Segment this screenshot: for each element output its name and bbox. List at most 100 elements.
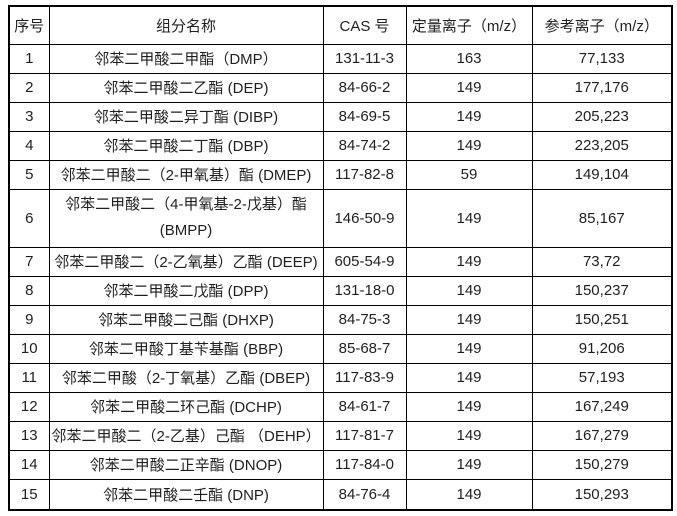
table-row: 1 邻苯二甲酸二甲酯（DMP） 131-11-3 163 77,133 (8, 43, 673, 74)
component-name-cell: 邻苯二甲酸二壬酯 (DNP) (48, 478, 324, 511)
component-name-line: 邻苯二甲酸二（4-甲氧基-2-戊基）酯 (65, 196, 307, 213)
header-quant-ion: 定量离子（m/z） (405, 5, 533, 45)
ref-ion-cell: 223,205 (531, 130, 673, 161)
cas-number-cell: 131-18-0 (322, 275, 407, 306)
component-name-cell: 邻苯二甲酸二己酯 (DHXP) (48, 304, 324, 335)
ref-ion-cell: 91,206 (531, 333, 673, 364)
row-index-cell: 15 (8, 478, 50, 511)
quant-ion-cell: 149 (405, 420, 533, 451)
header-cas-number: CAS 号 (322, 5, 407, 45)
cas-number-cell: 117-81-7 (322, 420, 407, 451)
cas-number-cell: 117-84-0 (322, 449, 407, 480)
row-index-cell: 1 (8, 43, 50, 74)
quant-ion-cell: 149 (405, 275, 533, 306)
component-name-cell: 邻苯二甲酸二戊酯 (DPP) (48, 275, 324, 306)
quant-ion-cell: 149 (405, 333, 533, 364)
cas-number-cell: 84-76-4 (322, 478, 407, 511)
component-name-cell: 邻苯二甲酸二环己酯 (DCHP) (48, 391, 324, 422)
component-name-cell: 邻苯二甲酸丁基苄基酯 (BBP) (48, 333, 324, 364)
cas-number-cell: 84-69-5 (322, 101, 407, 132)
cas-number-cell: 605-54-9 (322, 246, 407, 277)
table-body: 1 邻苯二甲酸二甲酯（DMP） 131-11-3 163 77,133 2 邻苯二甲酸二乙酯… (8, 43, 673, 511)
header-ref-ion: 参考离子（m/z） (531, 5, 673, 45)
row-index-cell: 3 (8, 101, 50, 132)
quant-ion-cell: 149 (405, 188, 533, 248)
ref-ion-cell: 85,167 (531, 188, 673, 248)
row-index-cell: 8 (8, 275, 50, 306)
table-row: 8 邻苯二甲酸二戊酯 (DPP) 131-18-0 149 150,237 (8, 275, 673, 306)
ref-ion-cell: 149,104 (531, 159, 673, 190)
cas-number-cell: 84-75-3 (322, 304, 407, 335)
quant-ion-cell: 149 (405, 362, 533, 393)
row-index-cell: 2 (8, 72, 50, 103)
ref-ion-cell: 150,251 (531, 304, 673, 335)
table-row: 10 邻苯二甲酸丁基苄基酯 (BBP) 85-68-7 149 91,206 (8, 333, 673, 364)
ref-ion-cell: 177,176 (531, 72, 673, 103)
table-row: 5 邻苯二甲酸二（2-甲氧基）酯 (DMEP) 117-82-8 59 149,104 (8, 159, 673, 190)
quant-ion-cell: 149 (405, 101, 533, 132)
cas-number-cell: 84-61-7 (322, 391, 407, 422)
cas-number-cell: 117-83-9 (322, 362, 407, 393)
component-name-cell: 邻苯二甲酸二甲酯（DMP） (48, 43, 324, 74)
header-row: 序号 组分名称 CAS 号 定量离子（m/z） 参考离子（m/z） (8, 5, 673, 45)
ref-ion-cell: 57,193 (531, 362, 673, 393)
cas-number-cell: 85-68-7 (322, 333, 407, 364)
row-index-cell: 7 (8, 246, 50, 277)
component-name-cell: 邻苯二甲酸二（2-甲氧基）酯 (DMEP) (48, 159, 324, 190)
component-name-cell: 邻苯二甲酸二（4-甲氧基-2-戊基）酯 (BMPP) (48, 188, 324, 248)
row-index-cell: 12 (8, 391, 50, 422)
table-row: 15 邻苯二甲酸二壬酯 (DNP) 84-76-4 149 150,293 (8, 478, 673, 511)
quant-ion-cell: 163 (405, 43, 533, 74)
component-name-cell: 邻苯二甲酸二（2-乙氧基）乙酯 (DEEP) (48, 246, 324, 277)
quant-ion-cell: 149 (405, 72, 533, 103)
ref-ion-cell: 77,133 (531, 43, 673, 74)
cas-number-cell: 146-50-9 (322, 188, 407, 248)
component-name-cell: 邻苯二甲酸二异丁酯 (DIBP) (48, 101, 324, 132)
quant-ion-cell: 149 (405, 304, 533, 335)
ref-ion-cell: 167,249 (531, 391, 673, 422)
row-index-cell: 5 (8, 159, 50, 190)
component-name-cell: 邻苯二甲酸二丁酯 (DBP) (48, 130, 324, 161)
table-row: 12 邻苯二甲酸二环己酯 (DCHP) 84-61-7 149 167,249 (8, 391, 673, 422)
quant-ion-cell: 149 (405, 449, 533, 480)
table-row: 2 邻苯二甲酸二乙酯 (DEP) 84-66-2 149 177,176 (8, 72, 673, 103)
header-component-name: 组分名称 (48, 5, 324, 45)
quant-ion-cell: 149 (405, 478, 533, 511)
row-index-cell: 4 (8, 130, 50, 161)
ref-ion-cell: 73,72 (531, 246, 673, 277)
component-name-cell: 邻苯二甲酸（2-丁氧基）乙酯 (DBEP) (48, 362, 324, 393)
table-row: 3 邻苯二甲酸二异丁酯 (DIBP) 84-69-5 149 205,223 (8, 101, 673, 132)
row-index-cell: 9 (8, 304, 50, 335)
table-row: 11 邻苯二甲酸（2-丁氧基）乙酯 (DBEP) 117-83-9 149 57,193 (8, 362, 673, 393)
row-index-cell: 10 (8, 333, 50, 364)
cas-number-cell: 131-11-3 (322, 43, 407, 74)
quant-ion-cell: 149 (405, 246, 533, 277)
ref-ion-cell: 167,279 (531, 420, 673, 451)
row-index-cell: 11 (8, 362, 50, 393)
cas-number-cell: 117-82-8 (322, 159, 407, 190)
table-row: 13 邻苯二甲酸二（2-乙基）己酯 （DEHP） 117-81-7 149 167,27… (8, 420, 673, 451)
cas-number-cell: 84-74-2 (322, 130, 407, 161)
component-abbr-line: (BMPP) (159, 222, 213, 239)
table-row: 6 邻苯二甲酸二（4-甲氧基-2-戊基）酯 (BMPP) 146-50-9 149 85,… (8, 188, 673, 248)
quant-ion-cell: 149 (405, 130, 533, 161)
ref-ion-cell: 150,279 (531, 449, 673, 480)
row-index-cell: 6 (8, 188, 50, 248)
phthalates-table: 序号 组分名称 CAS 号 定量离子（m/z） 参考离子（m/z） 1 邻苯二甲酸… (8, 5, 673, 511)
table-row: 14 邻苯二甲酸二正辛酯 (DNOP) 117-84-0 149 150,279 (8, 449, 673, 480)
table-row: 7 邻苯二甲酸二（2-乙氧基）乙酯 (DEEP) 605-54-9 149 73,72 (8, 246, 673, 277)
component-name-cell: 邻苯二甲酸二正辛酯 (DNOP) (48, 449, 324, 480)
cas-number-cell: 84-66-2 (322, 72, 407, 103)
quant-ion-cell: 59 (405, 159, 533, 190)
ref-ion-cell: 150,293 (531, 478, 673, 511)
header-no: 序号 (8, 5, 50, 45)
ref-ion-cell: 205,223 (531, 101, 673, 132)
table-row: 4 邻苯二甲酸二丁酯 (DBP) 84-74-2 149 223,205 (8, 130, 673, 161)
row-index-cell: 14 (8, 449, 50, 480)
quant-ion-cell: 149 (405, 391, 533, 422)
ref-ion-cell: 150,237 (531, 275, 673, 306)
component-name-cell: 邻苯二甲酸二（2-乙基）己酯 （DEHP） (48, 420, 324, 451)
component-name-cell: 邻苯二甲酸二乙酯 (DEP) (48, 72, 324, 103)
row-index-cell: 13 (8, 420, 50, 451)
table-row: 9 邻苯二甲酸二己酯 (DHXP) 84-75-3 149 150,251 (8, 304, 673, 335)
